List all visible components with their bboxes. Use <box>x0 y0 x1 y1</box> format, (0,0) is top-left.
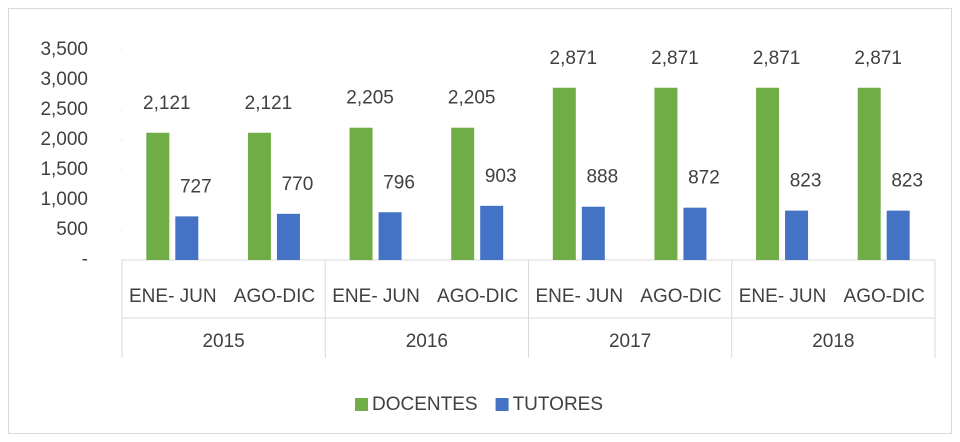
y-tick-label: 2,000 <box>40 129 88 150</box>
data-label: 903 <box>485 166 517 187</box>
data-label: 796 <box>383 172 415 193</box>
y-tick-label: 3,000 <box>40 69 88 90</box>
data-label: 2,871 <box>651 48 699 69</box>
x-tick-label: AGO-DIC <box>640 286 721 307</box>
x-tick-label: AGO-DIC <box>437 286 518 307</box>
bar <box>175 216 199 260</box>
group-label: 2016 <box>406 331 448 352</box>
group-label: 2018 <box>812 331 854 352</box>
data-label: 2,205 <box>346 88 394 109</box>
bar <box>654 87 678 261</box>
data-label: 2,121 <box>245 93 293 114</box>
bar <box>146 132 170 260</box>
y-tick-label: 1,500 <box>40 159 88 180</box>
y-tick-label: 2,500 <box>40 99 88 120</box>
x-tick-label: ENE- JUN <box>536 286 624 307</box>
bar <box>552 87 576 261</box>
bar <box>378 212 402 260</box>
bar <box>857 87 881 261</box>
legend-swatch <box>355 398 368 411</box>
y-tick-label: 500 <box>56 219 88 240</box>
bar <box>276 213 300 260</box>
data-label: 872 <box>688 168 720 189</box>
legend-label: TUTORES <box>513 394 603 415</box>
bar <box>785 210 809 260</box>
bar <box>886 210 910 260</box>
bar <box>756 87 780 261</box>
bar <box>247 132 271 260</box>
bar <box>581 206 605 260</box>
legend-label: DOCENTES <box>372 394 478 415</box>
y-tick-label: 1,000 <box>40 189 88 210</box>
data-label: 2,871 <box>550 48 598 69</box>
data-label: 823 <box>790 171 822 192</box>
data-label: 2,205 <box>448 88 496 109</box>
bar <box>451 127 475 260</box>
data-label: 2,871 <box>753 48 801 69</box>
data-label: 2,871 <box>854 48 902 69</box>
x-tick-label: ENE- JUN <box>739 286 827 307</box>
x-tick-label: ENE- JUN <box>129 286 217 307</box>
data-label: 727 <box>180 176 212 197</box>
x-tick-label: AGO-DIC <box>844 286 925 307</box>
y-tick-label: 3,500 <box>40 39 88 60</box>
data-label: 2,121 <box>143 93 191 114</box>
bar <box>683 207 707 260</box>
x-tick-label: ENE- JUN <box>332 286 420 307</box>
data-label: 823 <box>891 171 923 192</box>
data-label: 770 <box>282 174 314 195</box>
group-label: 2017 <box>609 331 651 352</box>
bar <box>349 127 373 260</box>
data-label: 888 <box>586 167 618 188</box>
x-tick-label: AGO-DIC <box>234 286 315 307</box>
legend-swatch <box>495 398 509 411</box>
bar <box>480 205 504 260</box>
group-label: 2015 <box>202 331 244 352</box>
y-tick-label: - <box>82 249 88 270</box>
